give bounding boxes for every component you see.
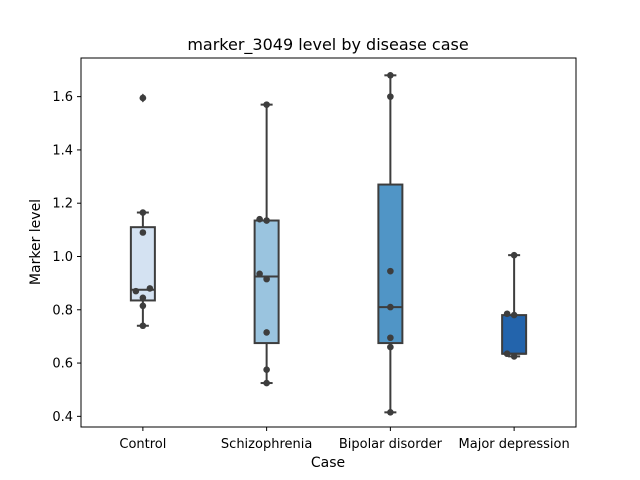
chart-title: marker_3049 level by disease case: [187, 35, 468, 55]
x-tick-label-control: Control: [119, 437, 166, 452]
data-point-schizophrenia: [256, 215, 263, 223]
y-axis: 0.4 0.6 0.8 1.0 1.2 1.4 1.6: [52, 90, 81, 425]
points-group-control: [132, 94, 154, 330]
x-tick-label-schizophrenia: Schizophrenia: [221, 437, 312, 452]
data-point-bipolar-disorder: [387, 93, 394, 100]
points-group-bipolar-disorder: [387, 72, 394, 416]
y-tick-label: 1.0: [52, 250, 73, 265]
data-point-schizophrenia: [263, 366, 270, 374]
data-point-major-depression: [503, 310, 511, 318]
data-point-control: [139, 302, 147, 310]
y-tick-label: 1.4: [52, 143, 73, 158]
data-point-control: [139, 294, 147, 302]
points-group-schizophrenia: [256, 101, 270, 387]
data-point-schizophrenia: [263, 101, 270, 108]
y-axis-label: Marker level: [28, 199, 44, 285]
data-point-major-depression: [510, 353, 518, 360]
data-point-major-depression: [503, 350, 511, 358]
x-axis: Control Schizophrenia Bipolar disorder Majo…: [119, 427, 570, 452]
x-axis-label: Case: [311, 455, 345, 471]
y-tick-label: 1.2: [52, 197, 73, 212]
box-major-depression: [501, 314, 528, 355]
data-point-major-depression: [510, 311, 518, 319]
data-point-bipolar-disorder: [387, 303, 394, 311]
data-point-control: [146, 285, 154, 292]
y-tick-label: 1.6: [52, 90, 73, 105]
data-point-control: [139, 322, 147, 330]
data-point-schizophrenia: [263, 329, 270, 336]
data-point-control: [139, 229, 147, 236]
x-tick-label-bipolar-disorder: Bipolar disorder: [339, 437, 443, 452]
x-tick-label-major-depression: Major depression: [459, 437, 570, 452]
data-point-schizophrenia: [263, 217, 270, 224]
data-point-control: [139, 94, 147, 102]
y-tick-label: 0.8: [52, 303, 73, 318]
data-point-bipolar-disorder: [387, 72, 394, 79]
data-point-control: [139, 209, 147, 216]
data-point-schizophrenia: [256, 270, 263, 278]
data-point-schizophrenia: [263, 379, 270, 387]
data-point-control: [132, 287, 140, 295]
data-point-bipolar-disorder: [387, 409, 394, 416]
plot-frame: [80, 57, 577, 428]
data-point-bipolar-disorder: [387, 343, 394, 351]
data-point-bipolar-disorder: [387, 334, 394, 342]
data-point-bipolar-disorder: [387, 267, 394, 275]
data-point-major-depression: [510, 251, 518, 259]
box-bipolar-disorder: [377, 183, 404, 345]
y-tick-label: 0.6: [52, 357, 73, 372]
plot-area: [129, 72, 528, 416]
y-tick-label: 0.4: [52, 410, 73, 425]
points-group-major-depression: [503, 251, 518, 360]
data-point-schizophrenia: [263, 275, 270, 283]
